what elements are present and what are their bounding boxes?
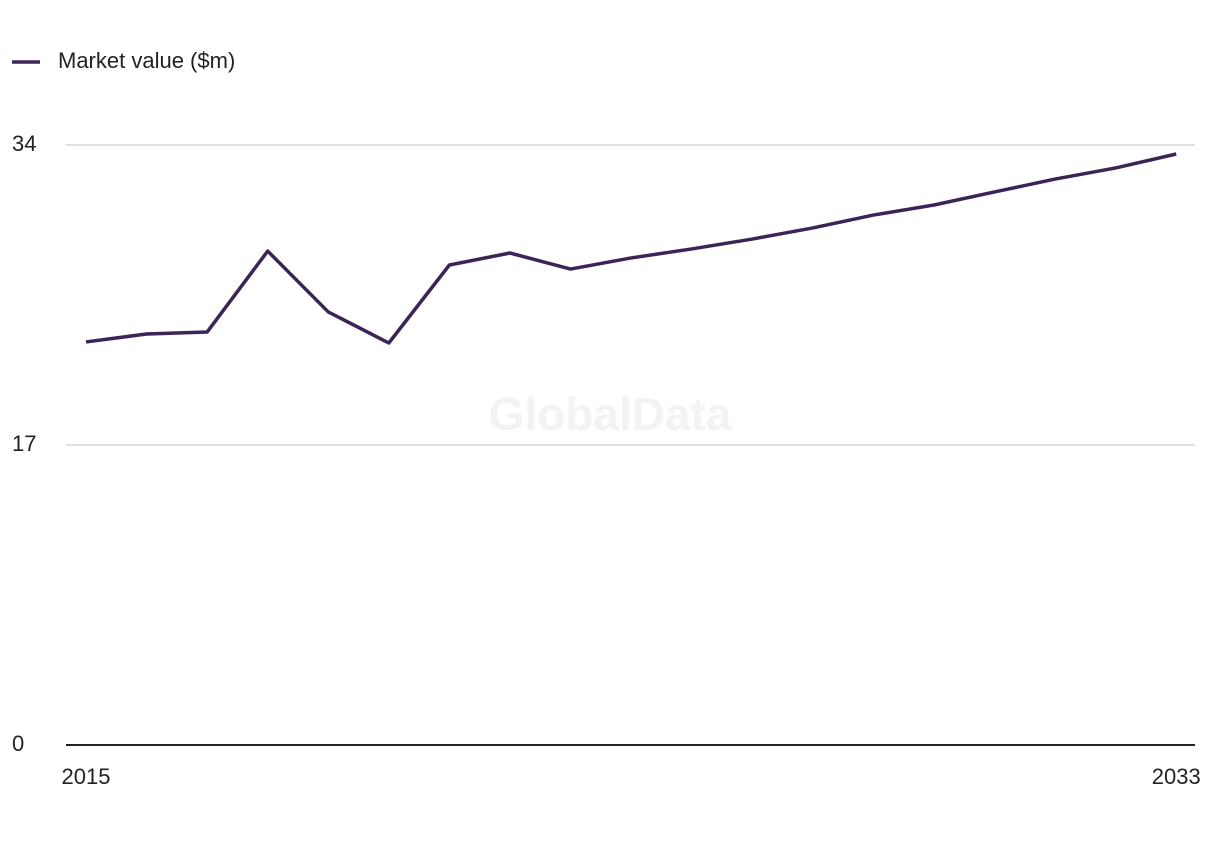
y-tick-label: 17 [12,431,36,456]
y-tick-label: 34 [12,131,36,156]
x-tick-label: 2015 [62,764,111,789]
legend-label: Market value ($m) [58,48,235,73]
watermark: GlobalData [489,388,732,440]
y-tick-label: 0 [12,731,24,756]
data-line [85,152,1177,345]
x-tick-label: 2033 [1152,764,1201,789]
